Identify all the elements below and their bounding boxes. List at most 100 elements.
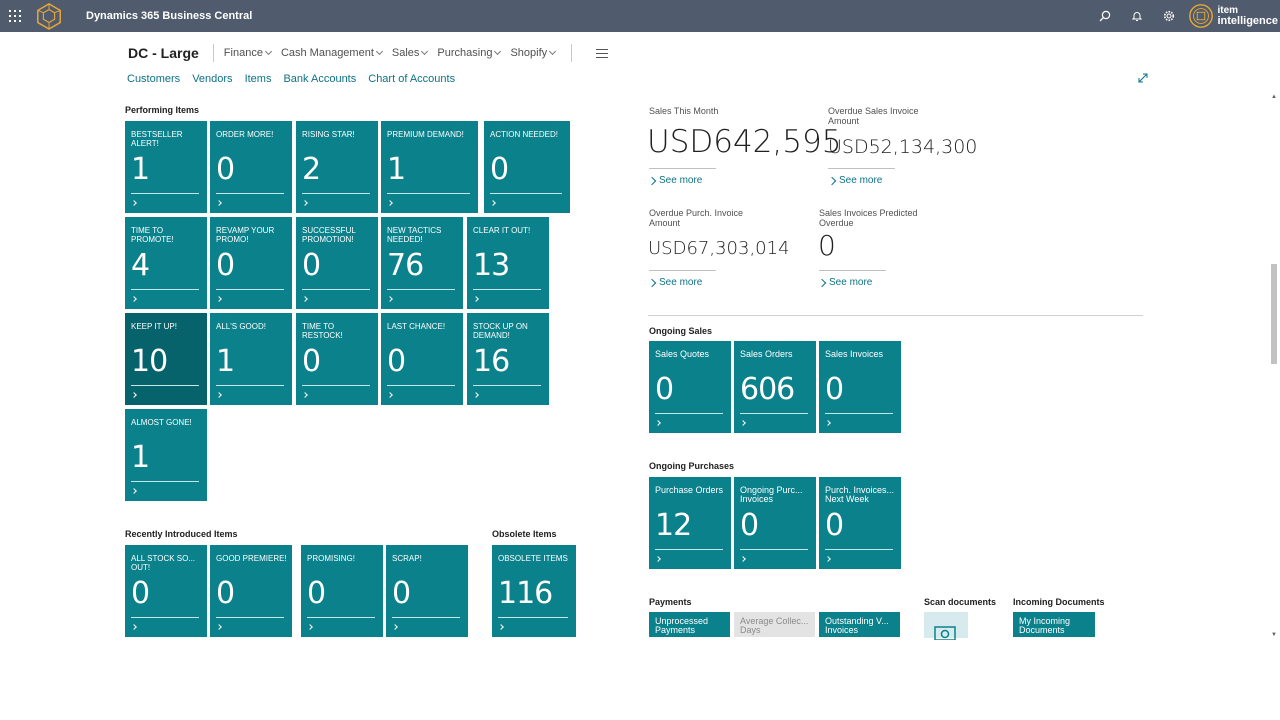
gear-icon[interactable]	[1158, 5, 1180, 27]
kpi-tile[interactable]: KEEP IT UP! 10	[125, 313, 207, 405]
chevron-right-icon	[498, 624, 504, 630]
camera-icon	[934, 626, 956, 640]
chevron-down-icon	[421, 47, 429, 56]
kpi-value[interactable]: USD67,303,014	[648, 238, 790, 259]
cue-tile[interactable]: Average Collec... Days	[734, 612, 815, 637]
chevron-right-icon	[825, 556, 831, 562]
section-divider	[648, 315, 1143, 316]
kpi-tile[interactable]: REVAMP YOUR PROMO! 0	[210, 217, 292, 309]
kpi-underline	[649, 168, 716, 169]
chevron-right-icon	[302, 296, 308, 302]
kpi-underline	[819, 270, 886, 271]
kpi-tile[interactable]: RISING STAR! 2	[296, 121, 378, 213]
kpi-tile[interactable]: PROMISING! 0	[301, 545, 383, 637]
company-name[interactable]: DC - Large	[128, 45, 199, 61]
kpi-tile[interactable]: LAST CHANCE! 0	[381, 313, 463, 405]
kpi-tile[interactable]: ALL STOCK SO... OUT! 0	[125, 545, 207, 637]
kpi-tile[interactable]: ORDER MORE! 0	[210, 121, 292, 213]
see-more-link[interactable]: See more	[647, 175, 702, 186]
bell-icon[interactable]	[1126, 5, 1148, 27]
link-bank-accounts[interactable]: Bank Accounts	[283, 73, 357, 85]
chevron-right-icon	[740, 420, 746, 426]
app-title[interactable]: Dynamics 365 Business Central	[86, 10, 253, 22]
menu-finance[interactable]: Finance	[224, 47, 272, 59]
chevron-right-icon	[490, 200, 496, 206]
quick-links: Customers Vendors Items Bank Accounts Ch…	[127, 73, 455, 85]
kpi-tile[interactable]: BESTSELLER ALERT! 1	[125, 121, 207, 213]
chevron-right-icon	[302, 392, 308, 398]
scroll-down-icon[interactable]: ▼	[1271, 632, 1277, 638]
link-vendors[interactable]: Vendors	[192, 73, 233, 85]
link-customers[interactable]: Customers	[127, 73, 181, 85]
nav-divider	[571, 44, 573, 62]
kpi-label: Sales This Month	[649, 106, 719, 116]
hamburger-menu-icon[interactable]	[596, 48, 609, 58]
section-ongoing-sales: Ongoing Sales	[649, 326, 713, 336]
chevron-down-icon	[375, 47, 383, 56]
expand-icon[interactable]	[1137, 72, 1149, 84]
cue-tile[interactable]: Unprocessed Payments	[649, 612, 730, 637]
kpi-tile[interactable]: ALL'S GOOD! 1	[210, 313, 292, 405]
vertical-scrollbar[interactable]: ▲ ▼	[1268, 92, 1280, 640]
menu-sales[interactable]: Sales	[392, 47, 429, 59]
cue-tile[interactable]: Purch. Invoices... Next Week 0	[819, 477, 901, 569]
cue-tile[interactable]: Outstanding V... Invoices	[819, 612, 900, 637]
app-logo-icon	[34, 1, 64, 31]
chevron-down-icon	[264, 47, 272, 56]
kpi-value[interactable]: USD52,134,300	[828, 136, 978, 158]
kpi-label: Overdue Sales Invoice Amount	[828, 106, 919, 126]
chevron-right-icon	[825, 420, 831, 426]
kpi-tile[interactable]: SCRAP! 0	[386, 545, 468, 637]
kpi-tile[interactable]: STOCK UP ON DEMAND! 16	[467, 313, 549, 405]
chevron-right-icon	[131, 200, 137, 206]
chevron-down-icon	[494, 47, 502, 56]
section-recent-items: Recently Introduced Items	[125, 529, 238, 539]
kpi-tile[interactable]: NEW TACTICS NEEDED! 76	[381, 217, 463, 309]
cue-tile[interactable]: Ongoing Purc... Invoices 0	[734, 477, 816, 569]
kpi-tile[interactable]: GOOD PREMIERE! 0	[210, 545, 292, 637]
see-more-link[interactable]: See more	[817, 277, 872, 288]
chevron-right-icon	[216, 624, 222, 630]
see-more-link[interactable]: See more	[827, 175, 882, 186]
menu-cash-management[interactable]: Cash Management	[281, 47, 383, 59]
chevron-right-icon	[131, 624, 137, 630]
scan-document-tile[interactable]	[924, 612, 968, 640]
see-more-link[interactable]: See more	[647, 277, 702, 288]
chevron-right-icon	[216, 296, 222, 302]
kpi-value[interactable]: USD642,595	[647, 124, 842, 160]
chevron-right-icon	[655, 556, 661, 562]
chevron-right-icon	[647, 176, 657, 185]
chevron-right-icon	[647, 278, 657, 287]
link-items[interactable]: Items	[244, 73, 272, 85]
kpi-underline	[828, 168, 895, 169]
kpi-tile[interactable]: ACTION NEEDED! 0	[484, 121, 570, 213]
cue-tile[interactable]: Sales Orders 606	[734, 341, 816, 433]
kpi-tile[interactable]: TIME TO RESTOCK! 0	[296, 313, 378, 405]
waffle-icon[interactable]	[0, 0, 30, 32]
scrollbar-thumb[interactable]	[1271, 264, 1277, 364]
scroll-up-icon[interactable]: ▲	[1271, 94, 1277, 100]
menu-shopify[interactable]: Shopify	[510, 47, 557, 59]
kpi-underline	[649, 270, 716, 271]
search-icon[interactable]	[1094, 5, 1116, 27]
kpi-tile[interactable]: PREMIUM DEMAND! 1	[381, 121, 478, 213]
chevron-right-icon	[827, 176, 837, 185]
kpi-tile[interactable]: ALMOST GONE! 1	[125, 409, 207, 501]
kpi-tile[interactable]: CLEAR IT OUT! 13	[467, 217, 549, 309]
cue-tile[interactable]: Sales Quotes 0	[649, 341, 731, 433]
section-obsolete-items: Obsolete Items	[492, 529, 557, 539]
chevron-right-icon	[307, 624, 313, 630]
kpi-tile[interactable]: OBSOLETE ITEMS 116	[492, 545, 576, 637]
kpi-tile[interactable]: TIME TO PROMOTE! 4	[125, 217, 207, 309]
chevron-right-icon	[387, 392, 393, 398]
chevron-down-icon	[549, 47, 557, 56]
kpi-tile[interactable]: SUCCESSFUL PROMOTION! 0	[296, 217, 378, 309]
cue-tile[interactable]: Sales Invoices 0	[819, 341, 901, 433]
company-nav: DC - Large Finance Cash Management Sales…	[128, 42, 609, 64]
chevron-right-icon	[131, 296, 137, 302]
cue-tile[interactable]: Purchase Orders 12	[649, 477, 731, 569]
menu-purchasing[interactable]: Purchasing	[437, 47, 502, 59]
cue-tile[interactable]: My Incoming Documents	[1013, 612, 1095, 637]
kpi-value[interactable]: 0	[818, 229, 836, 262]
link-chart-of-accounts[interactable]: Chart of Accounts	[368, 73, 456, 85]
